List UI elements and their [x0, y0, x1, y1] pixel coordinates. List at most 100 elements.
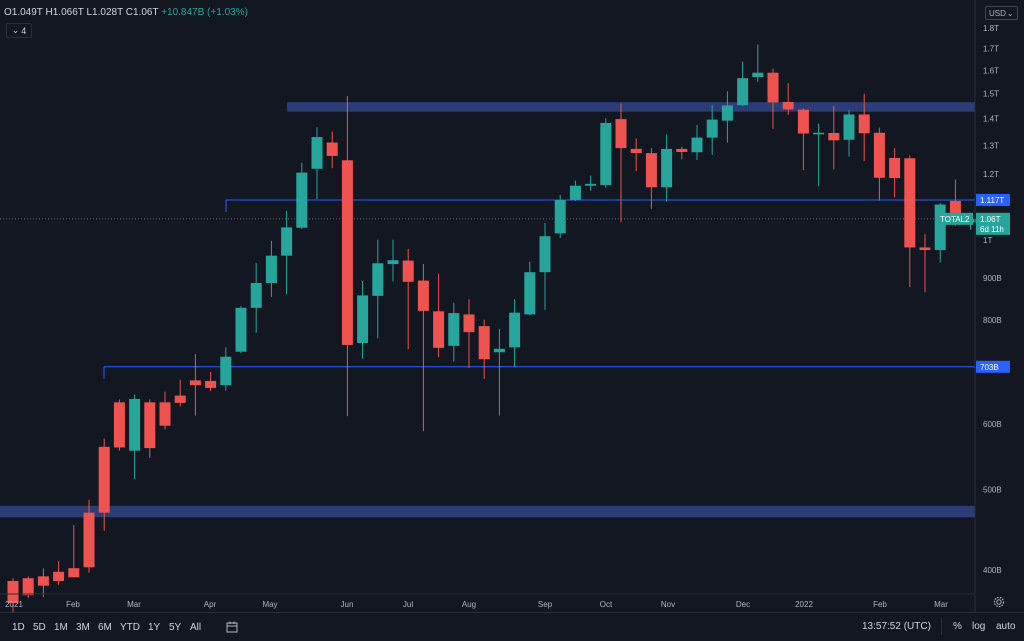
time-axis[interactable]: 2021 Feb Mar Apr May Jun Jul Aug Sep Oct Nov Dec 202… [5, 600, 948, 609]
candle-body [539, 236, 551, 273]
candle-body [220, 356, 232, 386]
price-tick-label: 1.8T [983, 24, 999, 33]
time-tick-label: Mar [127, 600, 141, 609]
candle-body [281, 227, 293, 256]
ohlc-legend: O1.049T H1.066T L1.028T C1.06T +10.847B … [4, 7, 248, 18]
time-tick-label: Dec [736, 600, 750, 609]
price-tick-label: 1.6T [983, 66, 999, 75]
time-tick-label: Nov [661, 600, 675, 609]
timeframe-6m-button[interactable]: 6M [98, 622, 112, 633]
candle-body [585, 183, 597, 186]
price-tick-label: 600B [983, 420, 1002, 429]
candle-body [311, 137, 323, 169]
log-scale-button[interactable]: log [972, 621, 986, 632]
time-tick-label: Feb [873, 600, 887, 609]
price-tick-label: 400B [983, 566, 1002, 575]
candle-body [387, 260, 399, 265]
candle-body [250, 283, 262, 308]
candle-body [554, 199, 566, 234]
level-marker-label: 703B [980, 363, 999, 372]
candle-body [797, 109, 809, 134]
candle-body [448, 313, 460, 346]
candle-body [630, 148, 642, 154]
price-tick-label: 800B [983, 316, 1002, 325]
time-tick-label: 2021 [5, 600, 23, 609]
high-value: H1.066T [45, 7, 84, 18]
low-value: L1.028T [86, 7, 123, 18]
auto-scale-button[interactable]: auto [996, 621, 1016, 632]
timeframe-all-button[interactable]: All [190, 622, 202, 633]
candle-body [509, 312, 521, 348]
time-tick-label: Mar [934, 600, 948, 609]
candle-body [615, 119, 627, 149]
utc-clock[interactable]: 13:57:52 (UTC) [862, 621, 931, 632]
candle-body [417, 280, 429, 311]
candle-body [265, 255, 277, 284]
candle-body [433, 311, 445, 348]
candle-body [782, 101, 794, 110]
candle-body [205, 380, 217, 388]
candle-body [934, 204, 946, 251]
timeframe-1y-button[interactable]: 1Y [148, 622, 161, 633]
candle-body [737, 78, 749, 106]
change-value: +10.847B (+1.03%) [161, 7, 248, 18]
calendar-range-icon[interactable] [226, 621, 238, 633]
candle-body [706, 119, 718, 138]
time-tick-label: Jun [341, 600, 354, 609]
timeframe-ytd-button[interactable]: YTD [120, 622, 140, 633]
candle-body [159, 402, 171, 426]
percent-scale-button[interactable]: % [953, 621, 962, 632]
timeframe-3m-button[interactable]: 3M [76, 622, 90, 633]
time-tick-label: Jul [403, 600, 413, 609]
candle-body [721, 105, 733, 121]
candle-body [68, 568, 80, 578]
timeframe-1m-button[interactable]: 1M [54, 622, 68, 633]
price-axis[interactable]: 1.8T 1.7T 1.6T 1.5T 1.4T 1.3T 1.2T 1T 900B 800B 70… [983, 24, 1002, 575]
timeframe-5d-button[interactable]: 5D [33, 622, 46, 633]
candle-body [661, 148, 673, 188]
last-price-label: 1.06T [980, 215, 1001, 224]
candle-body [326, 142, 338, 156]
settings-gear-icon[interactable] [993, 596, 1005, 608]
level-marker-label: 1.117T [980, 196, 1004, 205]
symbol-tag-label: TOTAL2 [940, 215, 970, 224]
candle-body [873, 132, 885, 178]
currency-selector[interactable]: USD ⌄ [985, 6, 1018, 20]
candle-body [113, 402, 125, 448]
candle-body [676, 148, 688, 152]
level-marker-0 [976, 193, 1010, 206]
candle-body [357, 295, 369, 343]
candle-body [463, 314, 475, 333]
candle-body [83, 512, 95, 568]
candle-body [752, 72, 764, 78]
candle-body [691, 137, 703, 153]
indicators-toggle-button[interactable]: ⌄ 4 [6, 23, 32, 38]
price-tick-label: 1.2T [983, 170, 999, 179]
time-tick-label: Apr [204, 600, 217, 609]
candle-body [524, 272, 536, 315]
candle-body [341, 160, 353, 345]
candles-layer [7, 44, 977, 619]
time-tick-label: May [262, 600, 277, 609]
candle-body [98, 446, 110, 513]
candle-body [919, 247, 931, 251]
last-price-marker [976, 212, 1010, 235]
candle-body [949, 200, 961, 222]
candle-body [144, 402, 156, 449]
candle-body [37, 576, 49, 586]
price-tick-label: 1.5T [983, 90, 999, 99]
chevron-down-icon: ⌄ [1006, 8, 1014, 18]
time-tick-label: 2022 [795, 600, 813, 609]
candle-body [904, 158, 916, 248]
indicator-count: 4 [21, 25, 27, 36]
candle-body [858, 114, 870, 134]
price-tick-label: 1T [983, 236, 992, 245]
candle-body [174, 395, 186, 403]
price-tick-label: 1.4T [983, 115, 999, 124]
timeframe-5y-button[interactable]: 5Y [169, 622, 182, 633]
candle-body [7, 580, 19, 603]
timeframe-1d-button[interactable]: 1D [12, 622, 25, 633]
countdown-label: 6d 11h [980, 225, 1004, 234]
